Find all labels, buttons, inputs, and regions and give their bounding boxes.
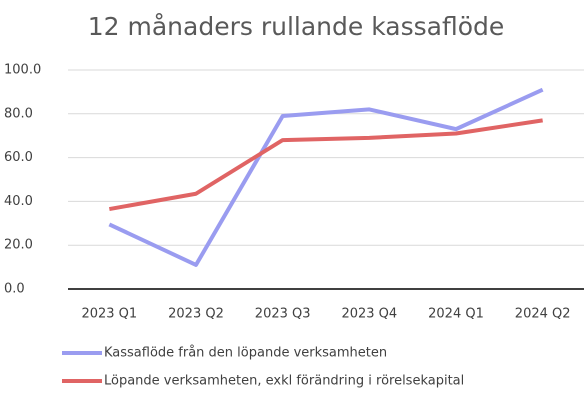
legend-label: Löpande verksamheten, exkl förändring i … [104, 374, 464, 389]
data-line [108, 118, 543, 212]
y-tick-label: 80.0 [4, 106, 33, 121]
x-tick-label: 2023 Q1 [81, 307, 137, 322]
chart-title: 12 månaders rullande kassaflöde [88, 12, 505, 41]
data-line [108, 87, 544, 267]
x-tick-label: 2023 Q4 [341, 307, 397, 322]
y-tick-label: 100.0 [4, 63, 41, 78]
y-tick-label: 0.0 [4, 282, 25, 297]
x-tick-label: 2023 Q3 [255, 307, 311, 322]
legend-label: Kassaflöde från den löpande verksamheten [104, 346, 387, 361]
x-tick-label: 2024 Q1 [428, 307, 484, 322]
y-tick-label: 40.0 [4, 194, 33, 209]
x-tick-label: 2023 Q2 [168, 307, 224, 322]
x-tick-label: 2024 Q2 [515, 307, 571, 322]
y-tick-label: 20.0 [4, 238, 33, 253]
y-tick-label: 60.0 [4, 150, 33, 165]
